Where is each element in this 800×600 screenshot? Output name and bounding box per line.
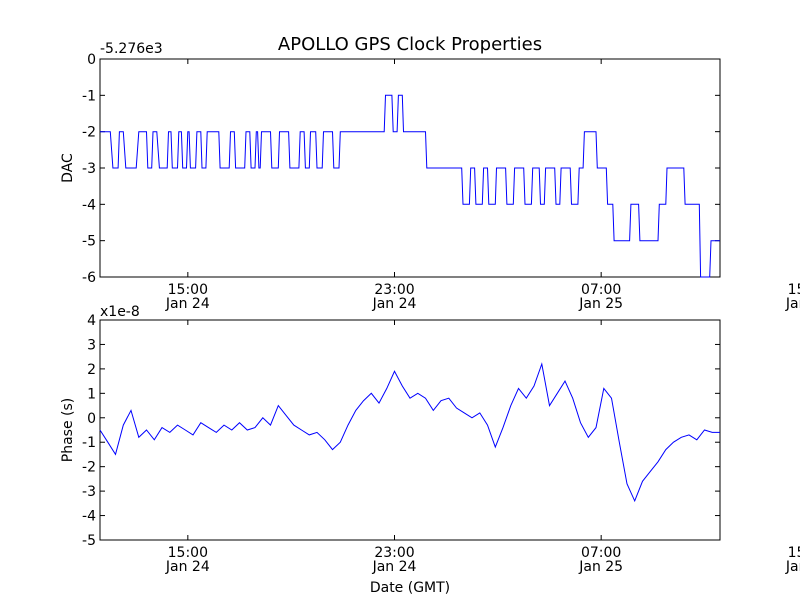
dac-series-line [100, 94, 720, 278]
dac-x-tick-label-time: 15:00 [168, 282, 208, 298]
dac-x-tick-label-time: 23:00 [374, 282, 414, 298]
dac-x-tick-label-time: 15:00 [788, 282, 800, 298]
phase-x-tick-label-time: 23:00 [374, 545, 414, 561]
chart-title: APOLLO GPS Clock Properties [278, 34, 542, 55]
dac-x-tick-label-date: Jan 25 [578, 296, 623, 312]
phase-x-tick-label-date: Jan 25 [578, 559, 623, 575]
dac-x-tick-label-date: Jan 25 [785, 296, 800, 312]
phase-y-tick-label: -3 [82, 484, 96, 500]
phase-series-line [99, 362, 720, 503]
phase-x-axis-label: Date (GMT) [370, 580, 450, 596]
dac-y-tick-label: -5 [82, 234, 96, 250]
phase-y-tick-label: 0 [87, 411, 96, 427]
dac-y-tick-label: -6 [82, 270, 96, 286]
dac-y-tick-label: -1 [82, 88, 96, 104]
dac-x-tick-label-date: Jan 24 [165, 296, 210, 312]
dac-y-tick-label: 0 [87, 52, 96, 68]
phase-tick-group [100, 319, 720, 541]
dac-y-axis-label: DAC [60, 153, 76, 183]
phase-y-tick-label: -5 [82, 533, 96, 549]
dac-x-tick-label-time: 07:00 [581, 282, 621, 298]
phase-y-tick-label: 2 [87, 362, 96, 378]
phase-x-tick-label-time: 15:00 [168, 545, 208, 561]
phase-x-tick-label-time: 07:00 [581, 545, 621, 561]
dac-offset-label: -5.276e3 [100, 41, 163, 57]
phase-y-axis-label: Phase (s) [60, 398, 76, 462]
dac-y-tick-label: -2 [82, 125, 96, 141]
phase-y-tick-label: 3 [87, 337, 96, 353]
phase-y-tick-label: 1 [87, 386, 96, 402]
phase-x-tick-label-date: Jan 24 [372, 559, 417, 575]
phase-y-tick-label: 4 [87, 313, 96, 329]
phase-y-tick-label: -1 [82, 435, 96, 451]
phase-offset-label: x1e-8 [100, 304, 140, 320]
phase-y-tick-label: -4 [82, 509, 96, 525]
dac-y-tick-label: -3 [82, 161, 96, 177]
phase-axes-frame [99, 319, 721, 541]
phase-x-tick-label-date: Jan 24 [165, 559, 210, 575]
phase-x-tick-label-date: Jan 25 [785, 559, 800, 575]
dac-y-tick-label: -4 [82, 197, 96, 213]
phase-x-tick-label-time: 15:00 [788, 545, 800, 561]
phase-y-tick-label: -2 [82, 460, 96, 476]
dac-x-tick-label-date: Jan 24 [372, 296, 417, 312]
